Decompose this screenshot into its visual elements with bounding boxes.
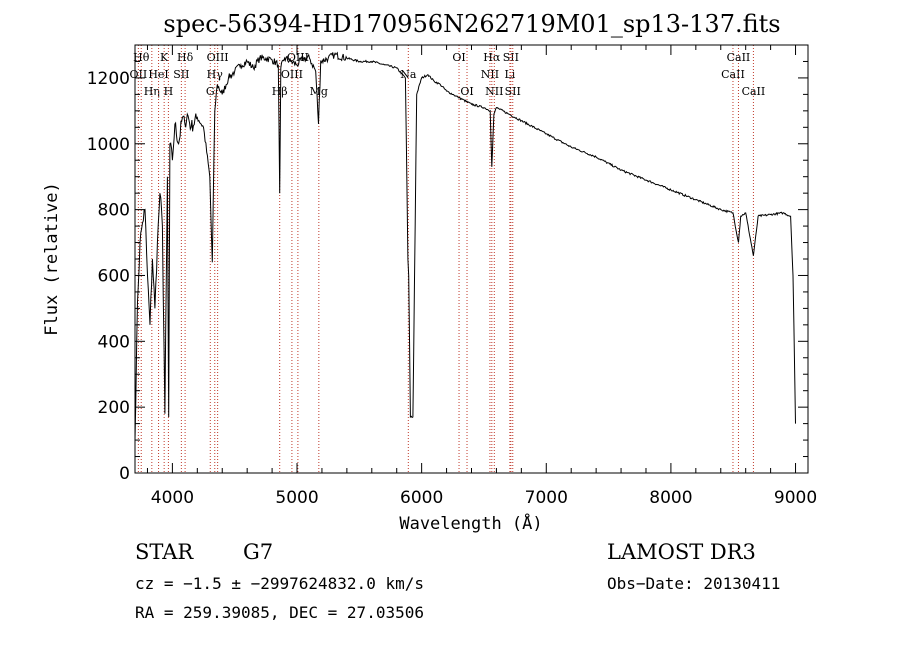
line-label: OI xyxy=(460,85,473,98)
y-tick-label: 400 xyxy=(98,332,130,352)
x-tick-label: 6000 xyxy=(400,488,443,508)
y-tick-label: 1200 xyxy=(87,69,130,89)
survey-name: LAMOST DR3 xyxy=(607,540,756,564)
line-label: CaII xyxy=(742,85,766,98)
plot-frame xyxy=(134,44,809,474)
line-label: Hθ xyxy=(133,51,150,64)
line-label: OIII xyxy=(287,51,309,64)
line-label: NII xyxy=(485,85,503,98)
line-label: Hα xyxy=(483,51,501,64)
chart-title: spec-56394-HD170956N262719M01_sp13-137.f… xyxy=(163,10,780,38)
redshift-text: cz = −1.5 ± −2997624832.0 km/s xyxy=(135,574,424,593)
line-label: Hβ xyxy=(272,85,288,98)
line-label: OIII xyxy=(207,51,229,64)
obs-date: Obs−Date: 20130411 xyxy=(607,574,781,593)
y-tick-label: 0 xyxy=(119,464,130,484)
line-label: H xyxy=(164,85,174,98)
y-tick-label: 1000 xyxy=(87,135,130,155)
y-axis-ticks: 0 200 400 600 800 1000 1200 xyxy=(87,44,808,484)
line-label: G xyxy=(206,85,215,98)
x-tick-label: 9000 xyxy=(774,488,817,508)
coordinates: RA = 259.39085, DEC = 27.03506 xyxy=(135,603,424,622)
x-tick-label: 5000 xyxy=(275,488,318,508)
object-subclass: G7 xyxy=(243,540,274,564)
line-label: Hη xyxy=(144,85,160,98)
line-label: OII xyxy=(130,68,148,81)
x-axis-label: Wavelength (Å) xyxy=(399,512,542,534)
x-axis-ticks: 4000 5000 6000 7000 8000 9000 xyxy=(146,45,817,508)
line-label: CaII xyxy=(727,51,751,64)
x-tick-label: 4000 xyxy=(151,488,194,508)
line-label: SII xyxy=(173,68,189,81)
line-label: Mg xyxy=(310,85,328,98)
line-label: HeI xyxy=(148,68,168,81)
line-label: Hδ xyxy=(177,51,194,64)
x-tick-label: 7000 xyxy=(525,488,568,508)
line-label: Li xyxy=(504,68,515,81)
y-tick-label: 600 xyxy=(98,266,130,286)
line-label: OIII xyxy=(281,68,303,81)
object-class: STAR xyxy=(135,540,194,564)
y-tick-label: 200 xyxy=(98,398,130,418)
line-label: K xyxy=(160,51,169,64)
y-tick-label: 800 xyxy=(98,201,130,221)
x-tick-label: 8000 xyxy=(649,488,692,508)
spectrum-line xyxy=(134,51,796,441)
line-label: OI xyxy=(452,51,465,64)
line-label: NII xyxy=(481,68,499,81)
line-label: Na xyxy=(400,68,417,81)
line-label: SII xyxy=(503,51,519,64)
emission-line-markers: OII Hθ Hη HeI K H SII Hδ G Hγ OIII Hβ OIII OIII Mg Na OI… xyxy=(130,45,766,473)
line-label: SII xyxy=(505,85,521,98)
line-label: CaII xyxy=(721,68,745,81)
y-axis-label: Flux (relative) xyxy=(42,182,62,336)
line-label: Hγ xyxy=(207,68,224,81)
